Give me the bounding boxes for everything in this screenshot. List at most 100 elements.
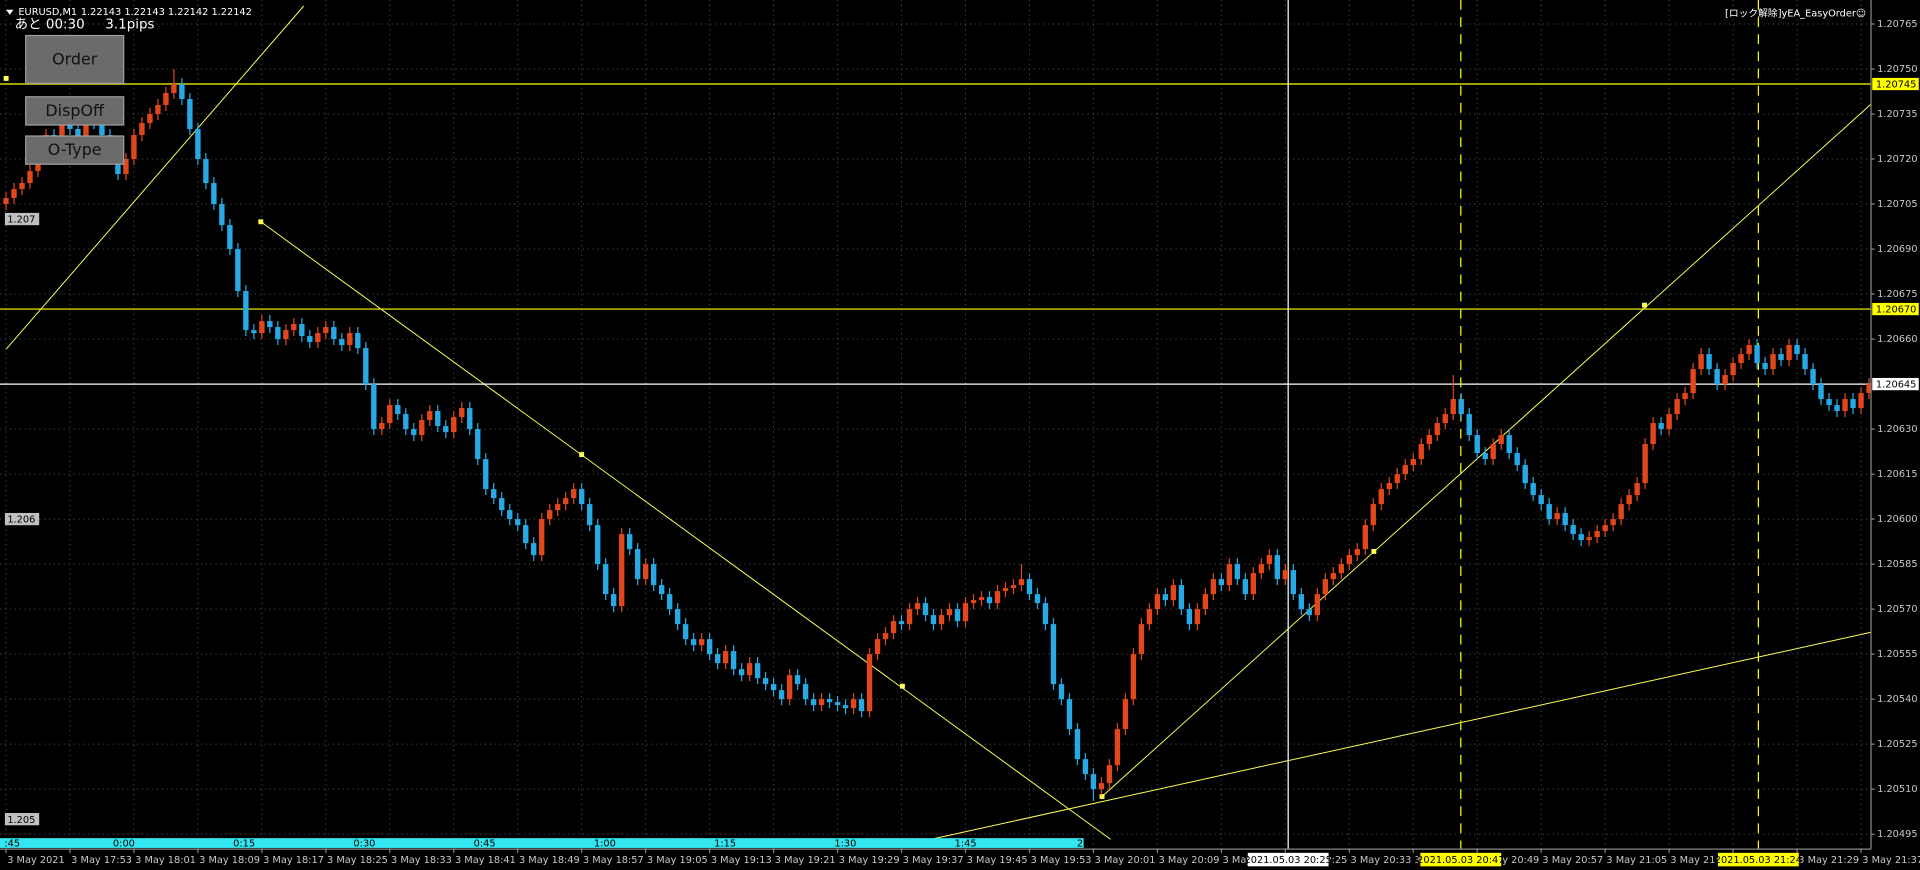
candle-body — [658, 585, 665, 595]
time-tag — [1247, 852, 1329, 867]
time-tag — [1717, 852, 1799, 867]
candle-body — [1426, 435, 1432, 445]
candle-body — [666, 594, 673, 610]
candle-body — [618, 534, 625, 607]
candle-body — [1650, 423, 1656, 445]
candle-body — [1250, 573, 1257, 595]
candle-body — [1506, 435, 1512, 454]
ruler-bar — [0, 838, 1084, 848]
candle-body — [499, 498, 505, 511]
candle-body — [275, 327, 281, 340]
x-tick-label: 3 May 19:53 — [1031, 855, 1092, 866]
time-tag-label: 2021.05.03 21:24 — [1715, 855, 1802, 866]
candle-body — [1746, 345, 1752, 355]
candle-body — [1826, 399, 1832, 406]
candle-body — [515, 519, 521, 526]
candle-body — [858, 699, 865, 712]
candle-body — [1258, 564, 1265, 574]
candle-body — [579, 489, 585, 505]
candle-body — [602, 564, 609, 595]
time-tag-label: 2021.05.03 20:47 — [1417, 855, 1504, 866]
x-tick-label: 3 May 18:25 — [327, 855, 388, 866]
candle-body — [179, 84, 185, 100]
button-bg[interactable] — [25, 135, 125, 165]
x-tick-label: 3 May 19:37 — [903, 855, 964, 866]
candle-body — [483, 459, 489, 490]
candle-body — [171, 84, 177, 94]
candle-body — [1394, 474, 1400, 484]
candle-body — [1202, 594, 1209, 610]
candle-body — [243, 291, 249, 331]
candle-body — [866, 654, 873, 712]
candle-body — [1090, 774, 1097, 790]
trend-line — [5, 5, 305, 350]
candle-body — [834, 702, 841, 706]
candle-body — [267, 321, 273, 328]
candle-body — [1770, 354, 1776, 370]
candle-body — [1274, 555, 1281, 580]
candle-body — [1298, 594, 1305, 610]
candle-body — [163, 93, 169, 106]
candle-body — [1218, 579, 1225, 586]
candle-body — [1018, 579, 1025, 586]
candle-body — [1666, 414, 1672, 430]
y-tick-label: 1.20600 — [1877, 514, 1917, 525]
button-otype[interactable]: O-Type — [48, 140, 102, 159]
price-tag — [1872, 377, 1919, 391]
ruler-label: 0:30 — [353, 839, 375, 850]
ea-label: [ロック解除]yEA_EasyOrder☺ — [1725, 6, 1866, 19]
candle-body — [1834, 405, 1840, 412]
grid — [0, 0, 1872, 850]
candle-body — [1114, 729, 1121, 766]
ruler-label: 0:15 — [233, 839, 255, 850]
candle-body — [1682, 393, 1688, 400]
candle-body — [1674, 399, 1680, 415]
ruler-label: 1:45 — [955, 839, 977, 850]
button-bg[interactable] — [25, 34, 125, 84]
candle-body — [435, 411, 441, 427]
button-bg[interactable] — [25, 96, 125, 126]
ruler-label: 1:15 — [714, 839, 736, 850]
candle-body — [706, 639, 713, 655]
candle-body — [826, 699, 833, 703]
candle-body — [1266, 555, 1273, 565]
ruler-label: 0:00 — [113, 839, 135, 850]
candle-body — [1802, 354, 1808, 370]
x-tick-label: 3 May 19:05 — [647, 855, 708, 866]
button-order[interactable]: Order — [52, 50, 98, 69]
candle-body — [1098, 783, 1105, 790]
candle-body — [1810, 369, 1816, 385]
candle-body — [1338, 564, 1344, 574]
candle-body — [1658, 423, 1664, 430]
y-tick-label: 1.20720 — [1877, 154, 1917, 165]
button-dispoff[interactable]: DispOff — [45, 101, 105, 120]
candle-body — [1306, 609, 1313, 616]
candle-body — [610, 594, 617, 607]
candle-body — [906, 609, 913, 625]
candle-body — [690, 639, 697, 646]
candle-body — [1434, 423, 1440, 436]
candle-body — [1138, 624, 1145, 655]
candle-body — [531, 543, 537, 556]
candle-body — [1754, 345, 1760, 364]
candle-body — [1162, 594, 1169, 601]
trend-lines — [5, 5, 1872, 840]
price-tag — [1872, 302, 1919, 316]
candle-body — [874, 639, 881, 655]
candle-body — [331, 327, 337, 340]
candle-body — [27, 171, 33, 184]
price-tag — [1872, 77, 1919, 91]
candle-body — [1722, 375, 1728, 385]
candle-body — [1618, 504, 1624, 520]
candle-body — [1210, 579, 1217, 595]
candle-body — [1642, 444, 1648, 484]
candle-body — [1698, 354, 1704, 370]
x-tick-label: 3 May 19:45 — [967, 855, 1028, 866]
candle-body — [563, 498, 569, 505]
candle-body — [523, 525, 529, 544]
y-tick-label: 1.20495 — [1877, 829, 1917, 840]
candle-body — [3, 198, 9, 205]
y-tick-label: 1.20765 — [1877, 19, 1917, 30]
candle-body — [1562, 513, 1568, 526]
candle-body — [1466, 414, 1472, 436]
